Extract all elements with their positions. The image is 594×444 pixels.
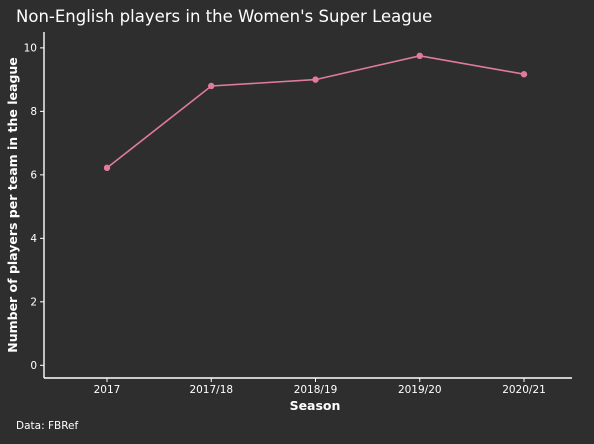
series-layer (103, 52, 528, 172)
plot-area: 0 2 4 6 8 10 2017 2017/18 2018/19 2019/20 2020/21 (24, 32, 572, 396)
y-axis-title: Number of players per team in the league (5, 57, 20, 353)
y-tick-label: 4 (30, 233, 37, 245)
y-tick-label: 10 (24, 42, 37, 54)
x-tick-label: 2018/19 (294, 384, 338, 396)
data-point (208, 82, 215, 90)
x-tick-label: 2020/21 (502, 384, 546, 396)
data-point (520, 71, 528, 78)
x-axis-title: Season (290, 398, 341, 413)
series-line (106, 54, 525, 169)
x-ticks: 2017 2017/18 2018/19 2019/20 2020/21 (94, 378, 546, 396)
y-ticks: 0 2 4 6 8 10 (24, 42, 44, 372)
x-tick-label: 2017 (94, 384, 121, 396)
y-tick-label: 0 (30, 360, 37, 372)
data-point (416, 52, 423, 60)
data-point (103, 164, 111, 172)
x-tick-label: 2017/18 (189, 384, 233, 396)
chart-title: Non-English players in the Women's Super… (16, 7, 432, 26)
chart-caption: Data: FBRef (16, 420, 78, 432)
y-tick-label: 8 (30, 106, 37, 118)
x-tick-label: 2019/20 (398, 384, 442, 396)
y-tick-label: 2 (30, 296, 37, 308)
y-tick-label: 6 (30, 169, 37, 181)
data-point (312, 76, 319, 83)
